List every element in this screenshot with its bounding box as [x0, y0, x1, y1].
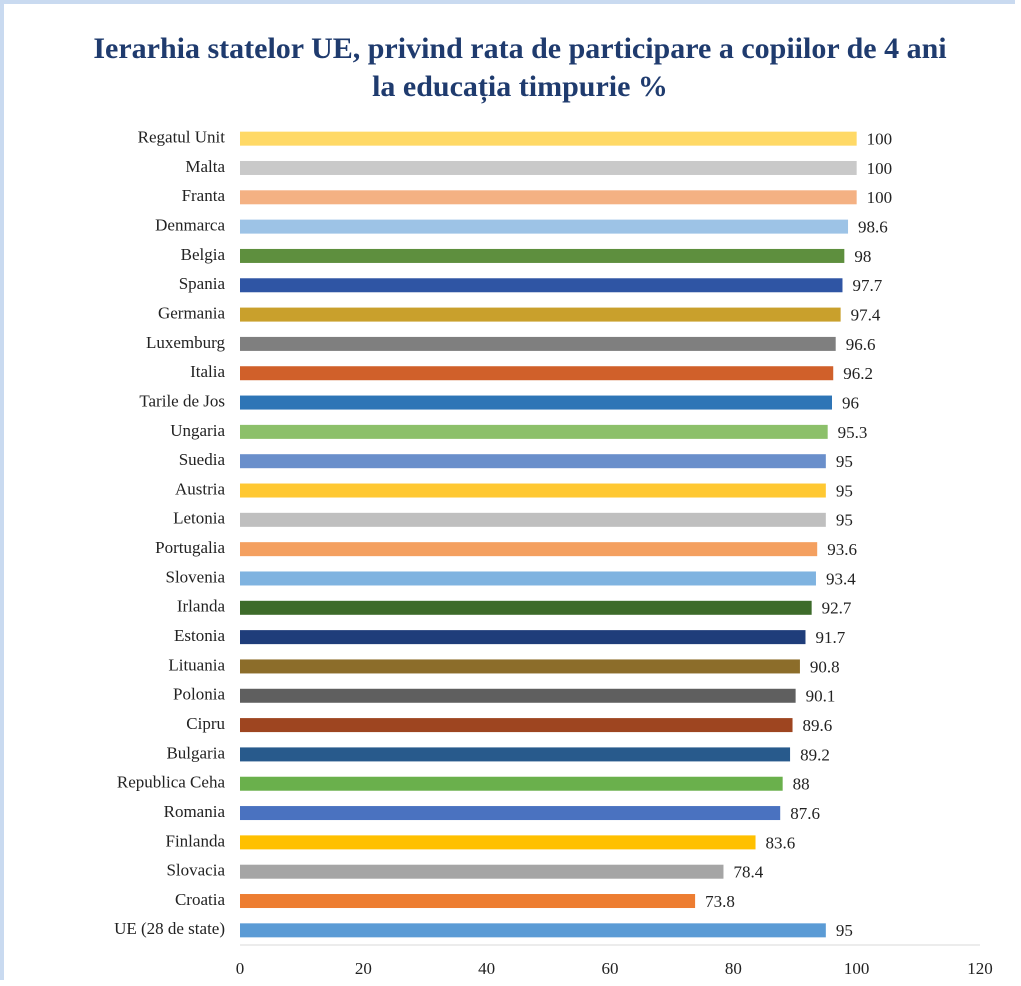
bar [240, 630, 806, 645]
bar [240, 454, 826, 469]
bar [240, 190, 857, 205]
y-tick-label: Luxemburg [146, 333, 226, 352]
bar [240, 366, 834, 381]
bar [240, 424, 828, 439]
value-label: 95 [836, 481, 853, 500]
value-label: 87.6 [790, 804, 820, 823]
value-label: 93.6 [827, 540, 857, 559]
y-tick-label: Letonia [173, 509, 225, 528]
y-tick-label: Cipru [186, 714, 225, 733]
x-tick-label: 20 [355, 959, 372, 978]
bar [240, 307, 841, 322]
bar [240, 894, 696, 909]
y-tick-label: Malta [185, 157, 225, 176]
y-tick-label: Estonia [174, 626, 225, 645]
value-label: 95.3 [838, 423, 868, 442]
y-tick-label: Finlanda [166, 831, 226, 850]
y-tick-label: Germania [158, 303, 225, 322]
y-tick-label: Slovacia [166, 861, 225, 880]
value-label: 92.7 [822, 599, 852, 618]
x-tick-label: 40 [478, 959, 495, 978]
value-label: 98.6 [858, 218, 888, 237]
bar [240, 600, 812, 615]
y-tick-label: Polonia [173, 685, 225, 704]
value-label: 90.8 [810, 657, 840, 676]
x-tick-label: 0 [236, 959, 245, 978]
value-label: 96 [842, 393, 859, 412]
value-label: 100 [867, 159, 893, 178]
value-label: 95 [836, 452, 853, 471]
value-label: 95 [836, 921, 853, 940]
y-tick-label: Lituania [168, 655, 225, 674]
value-label: 73.8 [705, 892, 735, 911]
y-tick-label: Tarile de Jos [139, 391, 225, 410]
value-label: 91.7 [815, 628, 845, 647]
bar [240, 659, 800, 674]
bar [240, 131, 857, 146]
y-tick-label: Croatia [175, 890, 225, 909]
value-label: 96.6 [846, 335, 876, 354]
bar [240, 864, 724, 879]
bar [240, 160, 857, 175]
y-tick-label: Italia [190, 362, 225, 381]
y-tick-label: Slovenia [166, 567, 226, 586]
chart-title: Ierarhia statelor UE, privind rata de pa… [93, 32, 947, 103]
bar [240, 747, 791, 762]
x-tick-label: 100 [844, 959, 870, 978]
bar [240, 776, 783, 791]
y-tick-label: Spania [179, 274, 226, 293]
y-tick-label: Belgia [181, 245, 226, 264]
y-tick-label: Suedia [179, 450, 226, 469]
y-tick-label: Ungaria [170, 421, 225, 440]
bar [240, 835, 756, 850]
y-tick-label: Portugalia [155, 538, 225, 557]
value-label: 83.6 [766, 833, 796, 852]
y-tick-label: Austria [175, 479, 226, 498]
y-tick-label: Franta [182, 186, 226, 205]
bar [240, 688, 796, 703]
bar [240, 512, 826, 527]
bar [240, 336, 836, 351]
value-label: 98 [854, 247, 871, 266]
value-label: 97.7 [852, 276, 882, 295]
bar [240, 806, 781, 821]
bar [240, 395, 832, 410]
y-tick-label: Republica Ceha [117, 773, 226, 792]
x-tick-label: 80 [725, 959, 742, 978]
bar [240, 483, 826, 498]
value-label: 97.4 [851, 305, 881, 324]
y-tick-label: Romania [164, 802, 226, 821]
x-tick-label: 60 [602, 959, 619, 978]
bar [240, 219, 849, 234]
value-label: 88 [793, 775, 810, 794]
value-label: 93.4 [826, 569, 856, 588]
bar [240, 571, 816, 586]
value-label: 100 [867, 130, 893, 149]
value-label: 100 [867, 188, 893, 207]
y-tick-label: Irlanda [177, 597, 226, 616]
value-label: 90.1 [806, 687, 836, 706]
y-tick-label: UE (28 de state) [114, 919, 225, 938]
y-tick-label: Bulgaria [166, 743, 225, 762]
x-tick-label: 120 [967, 959, 993, 978]
bar [240, 542, 818, 557]
value-label: 95 [836, 511, 853, 530]
value-label: 89.2 [800, 745, 830, 764]
value-label: 78.4 [733, 863, 763, 882]
y-tick-label: Denmarca [155, 216, 225, 235]
bar [240, 278, 843, 293]
bar [240, 718, 793, 733]
bar [240, 923, 826, 938]
value-label: 89.6 [803, 716, 833, 735]
bar [240, 248, 845, 263]
y-tick-label: Regatul Unit [138, 128, 226, 147]
value-label: 96.2 [843, 364, 873, 383]
